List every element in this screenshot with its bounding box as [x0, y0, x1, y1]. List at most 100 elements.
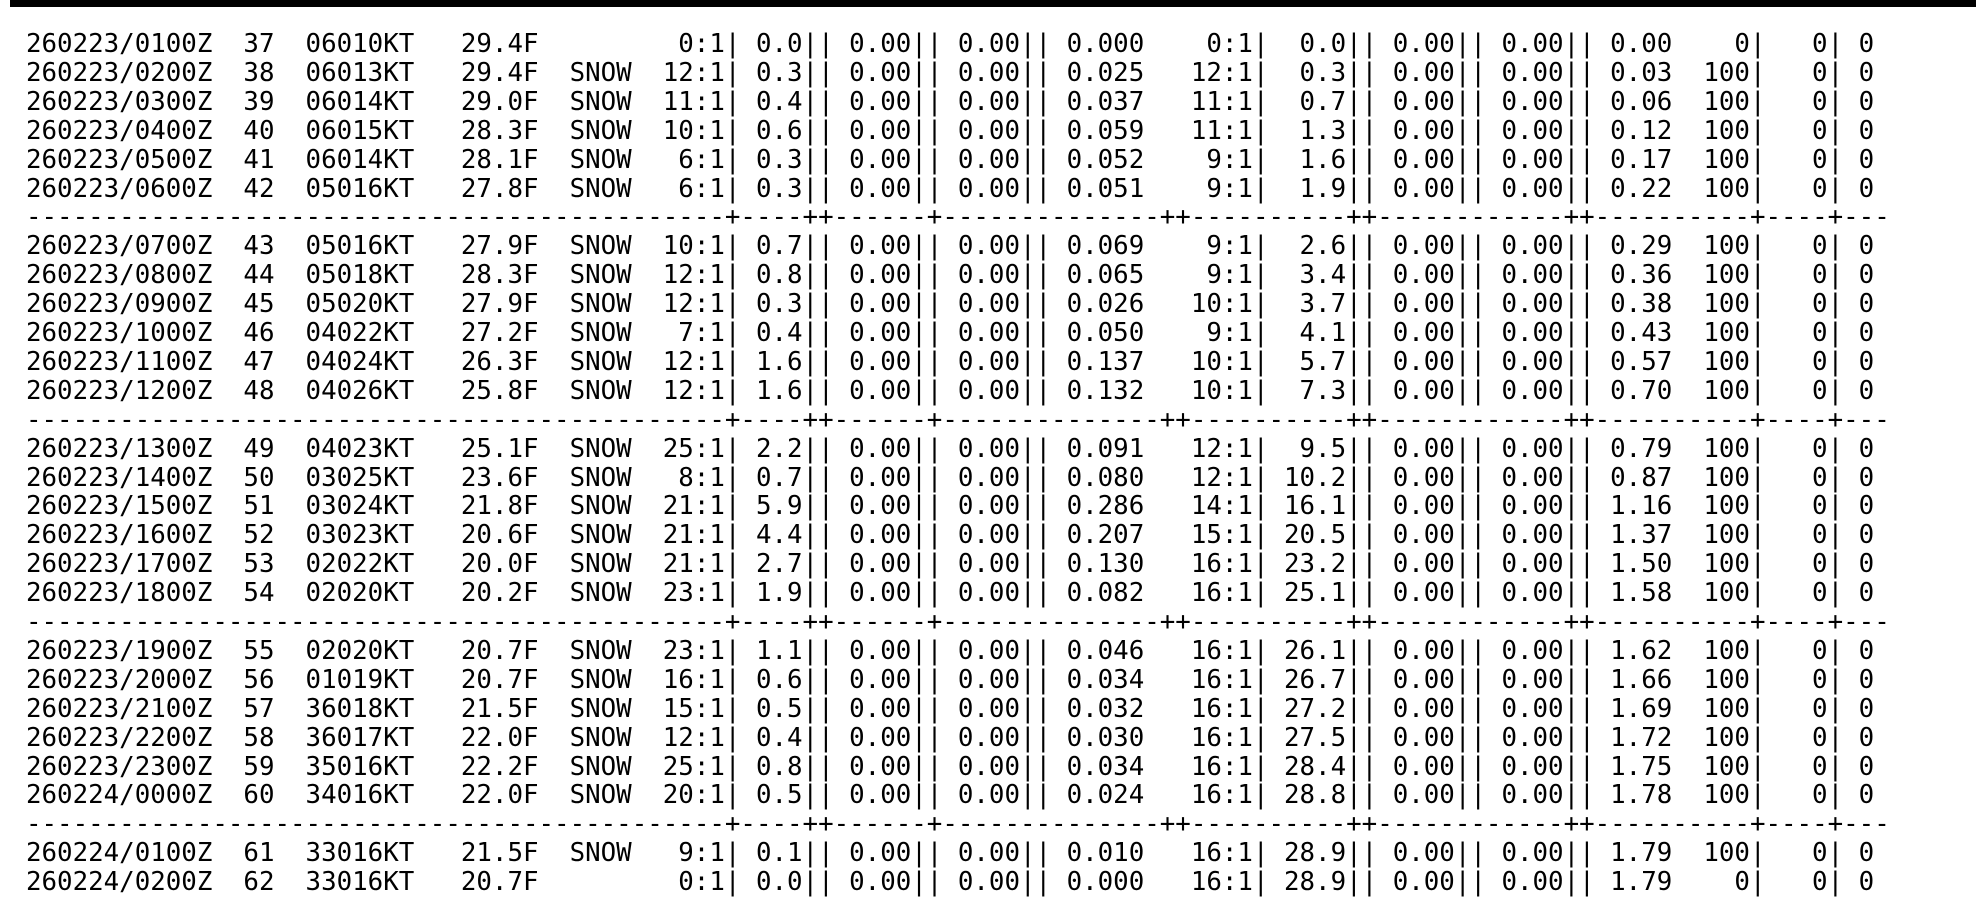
column-divider: |	[1019, 433, 1036, 464]
cell-qpf: 0.207	[1066, 520, 1145, 551]
cell-tot-sleet: 0.00	[1392, 289, 1455, 320]
cell-frzr: 0.00	[957, 838, 1020, 869]
table-row: 260223/1000Z 46 04022KT 27.2F SNOW 7:1 0.4 0.00…	[26, 319, 1890, 348]
column-divider: |	[1827, 693, 1844, 724]
cell-pct-snow: 100	[1703, 173, 1750, 204]
cell-sleet: 0.00	[849, 173, 912, 204]
column-divider: |	[1749, 231, 1766, 262]
column-divider: |	[802, 231, 819, 262]
column-divider: |	[802, 635, 819, 666]
column-divider: |	[1749, 57, 1766, 88]
cell-tot-qpf: 0.79	[1610, 433, 1673, 464]
column-divider: |	[926, 86, 943, 117]
column-divider: |	[926, 780, 943, 811]
column-divider: |	[1361, 289, 1378, 320]
cell-wind: 06015KT	[305, 115, 415, 146]
table-row: 260224/0000Z 60 34016KT 22.0F SNOW 20:1 0.5 0.0…	[26, 781, 1890, 810]
cell-wind: 04023KT	[305, 433, 415, 464]
column-divider: |	[1035, 346, 1052, 377]
column-divider: |	[1019, 115, 1036, 146]
cell-pct-sleet: 0	[1812, 838, 1828, 869]
cell-pct-frzr: 0	[1858, 231, 1875, 262]
cell-pct-frzr: 0	[1858, 635, 1875, 666]
cell-temp: 28.1F	[460, 144, 539, 175]
cell-fh: 37	[243, 29, 275, 59]
cell-pct-sleet: 0	[1812, 173, 1828, 204]
cell-slr: 7:1	[678, 318, 725, 348]
cell-slr: 25:1	[662, 751, 725, 782]
cell-frzr: 0.00	[957, 722, 1020, 753]
column-divider: |	[926, 722, 943, 753]
column-divider: |	[1252, 838, 1269, 869]
column-divider: |	[818, 722, 834, 753]
column-divider: |	[1579, 722, 1595, 753]
cell-tot-slr: 16:1	[1190, 780, 1253, 811]
cell-pct-snow: 100	[1703, 549, 1750, 580]
column-divider: |	[1749, 433, 1766, 464]
column-divider: |	[724, 491, 741, 522]
column-divider: |	[1827, 115, 1844, 146]
column-divider: |	[1252, 289, 1269, 320]
column-divider: |	[1346, 549, 1362, 580]
column-divider: |	[911, 260, 927, 291]
cell-tot-slr: 15:1	[1190, 520, 1253, 551]
column-divider: |	[1470, 664, 1486, 695]
cell-tot-snow: 26.7	[1283, 664, 1347, 695]
cell-tot-snow: 7.3	[1299, 375, 1347, 406]
cell-temp: 22.0F	[460, 722, 539, 753]
column-divider: |	[1035, 578, 1052, 609]
column-divider: |	[802, 173, 819, 204]
column-divider: |	[1470, 57, 1486, 88]
cell-pct-snow: 100	[1703, 635, 1750, 666]
column-divider: |	[1035, 29, 1052, 59]
cell-tot-snow: 25.1	[1283, 578, 1347, 609]
cell-pct-sleet: 0	[1812, 346, 1828, 377]
column-divider: |	[1454, 375, 1471, 406]
cell-pct-frzr: 0	[1858, 144, 1875, 175]
column-divider: |	[724, 115, 741, 146]
column-divider: |	[911, 664, 927, 695]
cell-wx: SNOW	[569, 289, 632, 320]
cell-wx: SNOW	[569, 375, 632, 406]
cell-snow: 2.2	[755, 433, 803, 464]
cell-temp: 20.6F	[460, 520, 539, 551]
cell-wind: 34016KT	[305, 780, 415, 811]
table-row: 260223/0200Z 38 06013KT 29.4F SNOW 12:1 0.3 0.0…	[26, 57, 1890, 88]
cell-tot-frzr: 0.00	[1501, 549, 1564, 580]
cell-slr: 23:1	[662, 635, 725, 666]
cell-wind: 05020KT	[305, 289, 415, 320]
cell-pct-sleet: 0	[1812, 433, 1828, 464]
column-divider: |	[1749, 318, 1766, 348]
column-divider: |	[1035, 780, 1052, 811]
column-divider: |	[1579, 289, 1595, 320]
column-divider: |	[1019, 780, 1036, 811]
cell-pct-frzr: 0	[1858, 318, 1875, 348]
cell-tot-sleet: 0.00	[1392, 751, 1455, 782]
cell-frzr: 0.00	[957, 578, 1020, 609]
column-divider: |	[1361, 520, 1378, 551]
column-divider: |	[724, 664, 741, 695]
cell-tot-sleet: 0.00	[1392, 549, 1455, 580]
cell-pct-frzr: 0	[1858, 346, 1875, 377]
column-divider: |	[1563, 433, 1580, 464]
cell-wx: SNOW	[569, 57, 632, 88]
column-divider: |	[1361, 173, 1378, 204]
cell-tot-snow: 20.5	[1283, 520, 1347, 551]
cell-slr: 12:1	[662, 375, 725, 406]
cell-tot-qpf: 0.17	[1610, 144, 1673, 175]
cell-pct-snow: 100	[1703, 838, 1750, 869]
cell-tot-slr: 16:1	[1190, 867, 1253, 898]
cell-fh: 56	[243, 664, 275, 695]
column-divider: |	[818, 693, 834, 724]
column-divider: |	[1019, 86, 1036, 117]
cell-time: 260223/2000Z	[26, 664, 213, 695]
separator-line: ----------------------------------------…	[26, 404, 1890, 435]
column-divider: |	[1019, 838, 1036, 869]
cell-fh: 47	[243, 346, 275, 377]
column-divider: |	[1252, 664, 1269, 695]
cell-tot-qpf: 0.22	[1610, 173, 1673, 204]
cell-time: 260223/1800Z	[26, 578, 213, 609]
cell-frzr: 0.00	[957, 318, 1020, 348]
cell-tot-frzr: 0.00	[1501, 260, 1564, 291]
column-divider: |	[911, 635, 927, 666]
